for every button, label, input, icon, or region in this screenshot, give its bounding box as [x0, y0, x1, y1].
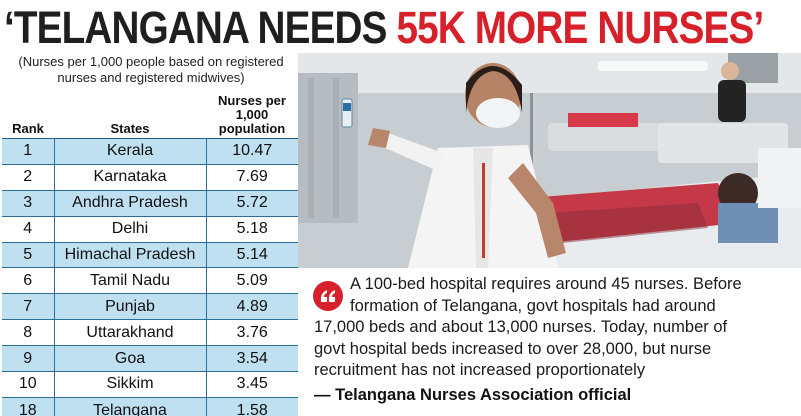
rank-cell: 18	[2, 397, 55, 416]
state-cell: Delhi	[54, 216, 207, 243]
quote-attribution: — Telangana Nurses Association official	[314, 386, 632, 404]
quote-line: A 100-bed hospital requires around 45 nu…	[350, 275, 742, 293]
state-cell: Karnataka	[54, 164, 207, 191]
headline-part1: ‘TELANGANA NEEDS	[4, 2, 397, 53]
value-cell: 3.76	[206, 319, 298, 347]
value-cell: 3.45	[206, 371, 298, 398]
table-row: 1 Kerala 10.47	[2, 138, 298, 165]
value-cell: 7.69	[206, 164, 298, 191]
table-row: 8 Uttarakhand 3.76	[2, 319, 298, 347]
header-nurses: Nurses per 1,000 population	[206, 94, 298, 139]
value-cell: 4.89	[206, 293, 298, 321]
state-cell: Sikkim	[54, 371, 207, 398]
quote-box: A 100-bed hospital requires around 45 nu…	[298, 268, 801, 416]
quote-line: 17,000 beds and about 13,000 nurses. Tod…	[314, 318, 728, 336]
headline-part2: 55K MORE NURSES’	[396, 2, 764, 53]
value-cell: 5.18	[206, 216, 298, 243]
header-rank: Rank	[2, 94, 54, 139]
table-header-row: Rank States Nurses per 1,000 population	[2, 94, 298, 139]
quote-text: A 100-bed hospital requires around 45 nu…	[314, 274, 794, 382]
state-cell: Punjab	[54, 293, 207, 321]
quote-mark-icon	[313, 281, 343, 311]
state-cell: Himachal Pradesh	[54, 242, 207, 269]
header-states: States	[54, 94, 206, 139]
rank-cell: 10	[2, 371, 55, 398]
quote-line: formation of Telangana, govt hospitals h…	[350, 296, 716, 315]
value-cell: 10.47	[206, 138, 298, 165]
value-cell: 1.58	[206, 397, 298, 416]
table-row: 9 Goa 3.54	[2, 345, 298, 373]
table-row: 10 Sikkim 3.45	[2, 371, 298, 398]
table-row: 18 Telangana 1.58	[2, 397, 298, 416]
rank-cell: 8	[2, 319, 55, 347]
value-cell: 5.14	[206, 242, 298, 269]
rank-cell: 1	[2, 138, 55, 165]
quote-line: govt hospital beds increased to over 28,…	[314, 339, 712, 358]
table-row: 5 Himachal Pradesh 5.14	[2, 242, 298, 269]
rank-cell: 5	[2, 242, 55, 269]
state-cell: Goa	[54, 345, 207, 373]
state-cell: Kerala	[54, 138, 207, 165]
value-cell: 3.54	[206, 345, 298, 373]
state-cell: Uttarakhand	[54, 319, 207, 347]
state-cell: Tamil Nadu	[54, 267, 207, 295]
hospital-scene-illustration	[298, 53, 801, 268]
state-cell: Telangana	[54, 397, 207, 416]
rank-cell: 3	[2, 190, 55, 217]
rank-cell: 4	[2, 216, 55, 243]
rank-cell: 2	[2, 164, 55, 191]
hospital-nurse-photo	[298, 53, 801, 268]
rank-cell: 7	[2, 293, 55, 321]
table-row: 7 Punjab 4.89	[2, 293, 298, 321]
table-subnote: (Nurses per 1,000 people based on regist…	[18, 54, 284, 85]
nurses-table: Rank States Nurses per 1,000 population …	[2, 94, 298, 416]
state-cell: Andhra Pradesh	[54, 190, 207, 217]
table-row: 4 Delhi 5.18	[2, 216, 298, 243]
table-row: 6 Tamil Nadu 5.09	[2, 267, 298, 295]
value-cell: 5.72	[206, 190, 298, 217]
table-row: 2 Karnataka 7.69	[2, 164, 298, 191]
headline: ‘TELANGANA NEEDS 55K MORE NURSES’	[4, 2, 764, 54]
value-cell: 5.09	[206, 267, 298, 295]
table-row: 3 Andhra Pradesh 5.72	[2, 190, 298, 217]
quote-line: recruitment has not increased proportion…	[314, 361, 646, 379]
rank-cell: 9	[2, 345, 55, 373]
rank-cell: 6	[2, 267, 55, 295]
